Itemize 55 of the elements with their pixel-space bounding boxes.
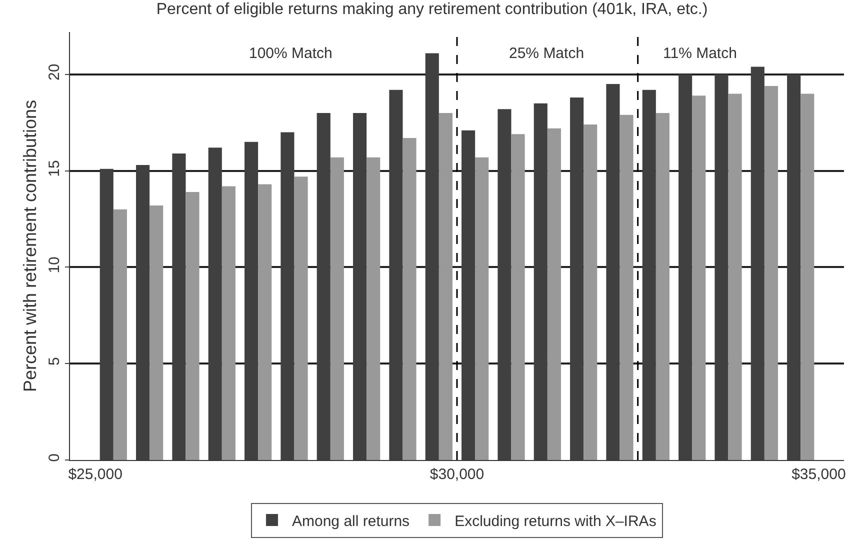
bar [389,90,403,460]
bar [787,74,801,460]
chart-title: Percent of eligible returns making any retirement contribution (401k, IRA, etc.) [156,0,708,18]
x-tick-label: $35,000 [792,466,846,483]
bar [316,112,330,460]
bar [475,157,489,460]
bar [136,165,150,460]
bar [100,168,114,460]
bar [750,66,764,460]
bar [353,112,367,460]
bar [222,186,236,460]
x-tick-label: $25,000 [68,466,122,483]
bar [366,157,380,460]
bar [534,103,548,460]
bar [280,132,294,460]
annotation: 11% Match [663,45,737,62]
bar [692,96,706,460]
bar [547,128,561,460]
y-tick-label: 20 [46,64,63,81]
bar [511,134,525,460]
bar [425,53,439,460]
y-tick-label: 15 [46,160,63,177]
bar [113,209,127,460]
bar [172,153,186,460]
bar [186,192,200,460]
y-tick-label: 5 [46,357,63,366]
bar [208,148,222,460]
bar [438,112,452,460]
bar [620,114,634,460]
bar [150,206,164,460]
bar [656,112,670,460]
y-axis-title: Percent with retirement contributions [20,100,40,392]
bar [402,138,416,460]
bar [498,109,512,460]
bar [606,84,620,460]
y-tick-label: 0 [46,454,63,462]
legend-label: Among all returns [292,512,410,530]
annotation: 100% Match [249,45,332,62]
bar [244,142,258,460]
x-tick-label: $30,000 [430,466,484,483]
bar [800,94,814,460]
annotation: 25% Match [509,45,584,62]
bar [330,157,344,460]
bar [294,176,308,460]
bar [678,74,692,460]
bar [714,74,728,460]
bar [258,184,272,460]
bar [642,90,656,460]
y-tick-label: 10 [46,256,63,274]
bar [584,124,598,460]
bar [462,130,476,460]
bar [764,86,778,460]
bar [570,98,584,460]
legend-label: Excluding returns with X–IRAs [454,512,656,530]
bar [728,94,742,460]
